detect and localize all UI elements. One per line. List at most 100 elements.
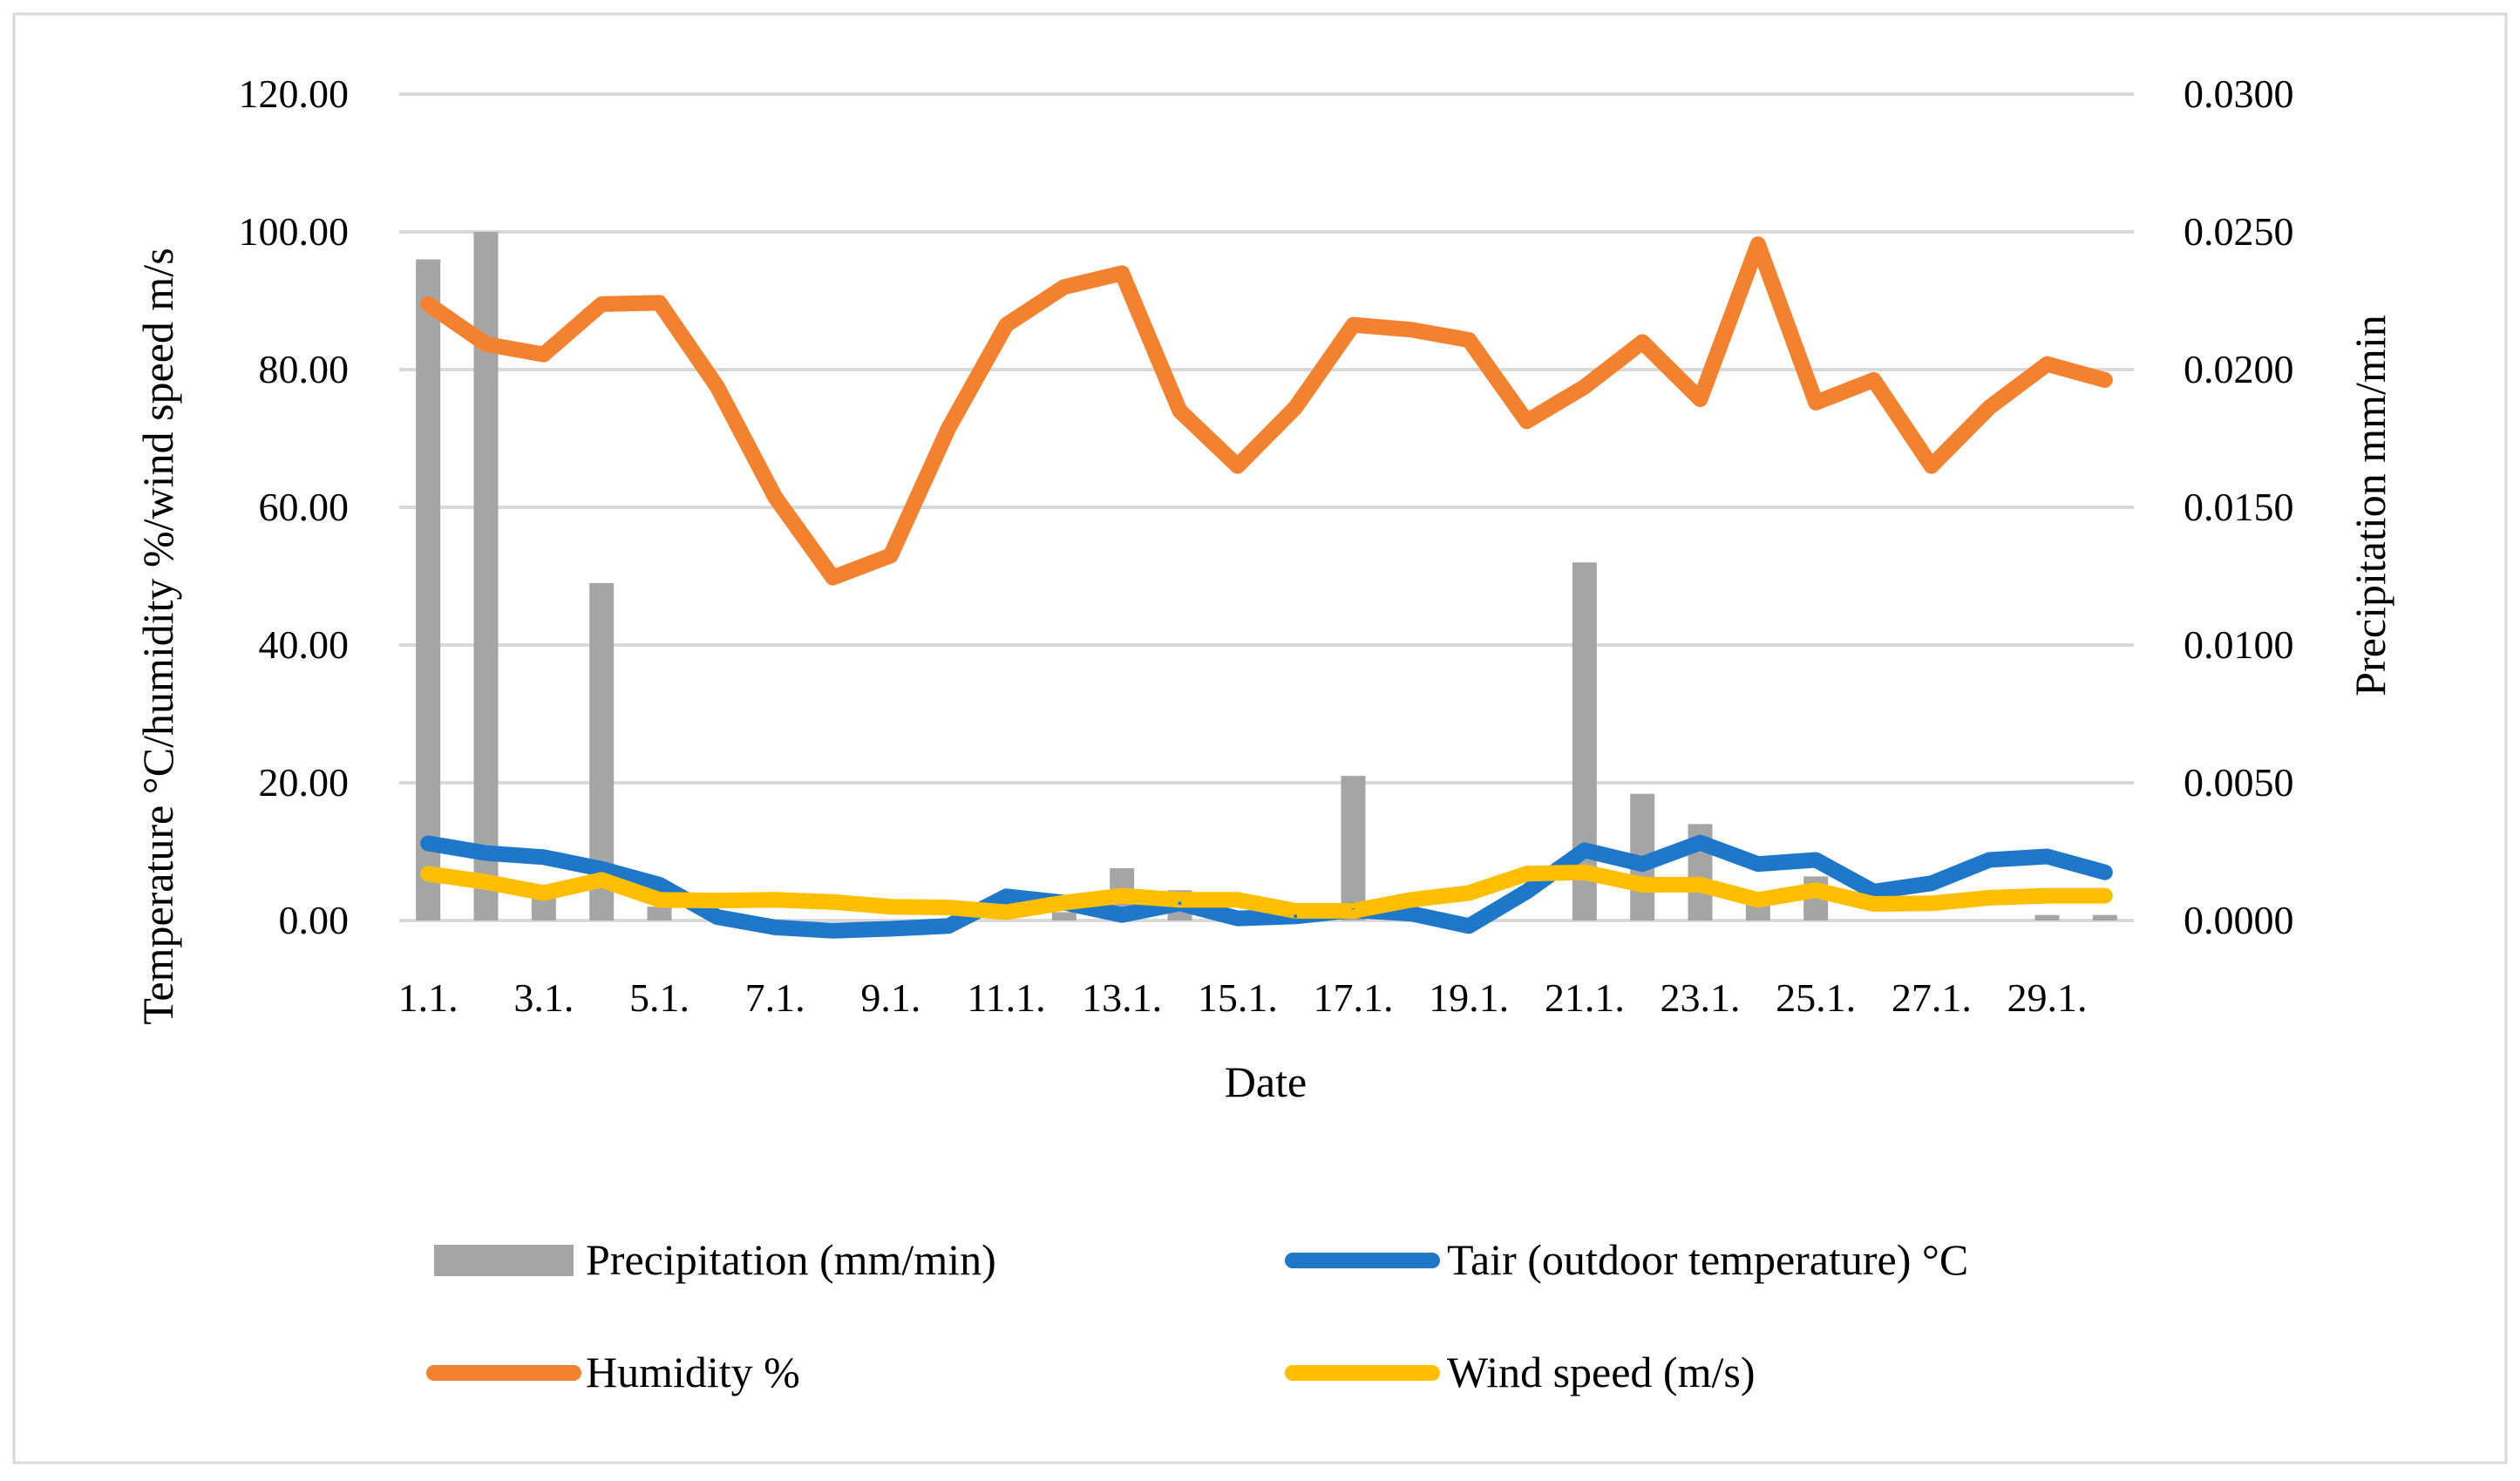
wind-speed-point <box>541 891 546 895</box>
x-tick-label: 1.1. <box>398 975 458 1020</box>
humidity-point <box>1698 397 1702 401</box>
temperature-point <box>1929 881 1933 886</box>
humidity-point <box>1351 323 1355 327</box>
temperature-line <box>420 834 2113 939</box>
temperature-point <box>1235 916 1240 921</box>
right-axis-title: Precipitation mm/min <box>2346 315 2394 696</box>
wind-speed-point <box>2102 893 2107 898</box>
humidity-point <box>1640 340 1645 344</box>
temperature-point <box>1004 894 1009 899</box>
humidity-point <box>484 342 488 346</box>
precipitation-bar <box>647 907 672 921</box>
precipitation-bar <box>1051 912 1077 921</box>
wind-speed-point <box>1987 895 1992 900</box>
wind-speed-point <box>426 872 431 876</box>
humidity-point <box>600 302 604 306</box>
wind-speed-point <box>1294 908 1298 913</box>
temperature-point <box>1294 914 1298 919</box>
x-tick-label: 19.1. <box>1429 975 1509 1020</box>
x-tick-label: 21.1. <box>1545 975 1625 1020</box>
temperature-point <box>484 851 488 855</box>
x-tick-label: 17.1. <box>1314 975 1394 1020</box>
precipitation-bar <box>2034 914 2060 921</box>
temperature-point <box>1698 840 1702 845</box>
x-tick-label: 3.1. <box>513 975 574 1020</box>
humidity-point <box>2045 362 2049 366</box>
temperature-point <box>1814 858 1818 862</box>
wind-speed-point <box>1467 891 1471 895</box>
temperature-point <box>1987 858 1992 862</box>
wind-speed-point <box>1235 898 1240 902</box>
humidity-point <box>541 352 546 357</box>
humidity-point <box>657 301 662 305</box>
x-tick-label: 7.1. <box>745 975 805 1020</box>
temperature-point <box>426 841 431 846</box>
humidity-point <box>1467 338 1471 343</box>
x-tick-label: 9.1. <box>860 975 920 1020</box>
right-axis-ticks: 0.0000 0.0050 0.0100 0.0150 0.0200 0.0250 0.03… <box>2184 71 2294 942</box>
wind-speed-point <box>1698 882 1702 887</box>
humidity-point <box>831 575 835 580</box>
left-tick-label: 60.00 <box>259 485 350 529</box>
legend-item-humidity: Humidity % <box>426 1348 800 1396</box>
right-tick-label: 0.0100 <box>2184 622 2294 667</box>
humidity-line <box>420 236 2113 586</box>
x-tick-label: 27.1. <box>1892 975 1972 1020</box>
right-tick-label: 0.0000 <box>2184 898 2294 942</box>
legend: Precipitation (mm/min) Tair (outdoor tem… <box>426 1235 1968 1396</box>
temperature-point <box>715 915 719 920</box>
left-tick-label: 80.00 <box>259 347 350 391</box>
wind-speed-point <box>831 900 835 904</box>
x-tick-label: 29.1. <box>2007 975 2088 1020</box>
humidity-point <box>1004 323 1009 327</box>
humidity-point <box>1409 328 1413 332</box>
humidity-point <box>2102 377 2107 382</box>
temperature-point <box>1525 889 1529 893</box>
wind-speed-point <box>1062 900 1066 905</box>
wind-speed-point <box>1640 882 1645 887</box>
temperature-point <box>773 925 778 929</box>
wind-speed-point <box>947 905 951 909</box>
wind-speed-point <box>1351 908 1355 913</box>
wind-speed-point <box>1871 902 1876 907</box>
wind-speed-point <box>1178 898 1182 902</box>
wind-speed-point <box>484 880 488 884</box>
gridlines <box>399 92 2134 922</box>
left-tick-label: 100.00 <box>239 209 350 254</box>
left-axis-ticks: 0.00 20.00 40.00 60.00 80.00 100.00 120.00 <box>239 71 350 942</box>
precipitation-bar <box>1341 776 1366 921</box>
legend-label-humidity: Humidity % <box>586 1348 800 1396</box>
temperature-point <box>831 928 835 933</box>
legend-label-wind-speed: Wind speed (m/s) <box>1447 1348 1755 1396</box>
x-axis-ticks: 1.1. 3.1. 5.1. 7.1. 9.1. 11.1. 13.1. 15.1. 17.1.… <box>398 975 2088 1020</box>
temperature-point <box>1467 924 1471 928</box>
temperature-point <box>541 855 546 859</box>
temperature-point <box>2102 870 2107 874</box>
temperature-point <box>1756 862 1760 866</box>
legend-label-temperature: Tair (outdoor temperature) °C <box>1447 1235 1968 1284</box>
legend-swatch-precipitation <box>434 1245 574 1276</box>
wind-speed-point <box>657 898 662 902</box>
wind-speed-point <box>1814 888 1818 893</box>
precipitation-bar <box>531 898 556 921</box>
humidity-point <box>426 302 431 306</box>
x-tick-label: 5.1. <box>629 975 689 1020</box>
legend-item-wind-speed: Wind speed (m/s) <box>1285 1348 1755 1396</box>
humidity-point <box>1871 377 1876 382</box>
wind-speed-line <box>420 864 2113 921</box>
humidity-point <box>773 495 778 499</box>
right-tick-label: 0.0150 <box>2184 485 2294 529</box>
humidity-point <box>1525 419 1529 424</box>
humidity-point <box>1987 405 1992 410</box>
precipitation-bar <box>416 259 441 921</box>
wind-speed-point <box>600 878 604 882</box>
x-tick-label: 25.1. <box>1776 975 1856 1020</box>
wind-speed-point <box>1929 901 1933 906</box>
x-tick-label: 13.1. <box>1082 975 1162 1020</box>
temperature-point <box>1178 901 1182 906</box>
x-tick-label: 11.1. <box>967 975 1045 1020</box>
temperature-point <box>1871 889 1876 893</box>
left-tick-label: 120.00 <box>239 71 350 116</box>
wind-speed-point <box>1120 893 1124 898</box>
